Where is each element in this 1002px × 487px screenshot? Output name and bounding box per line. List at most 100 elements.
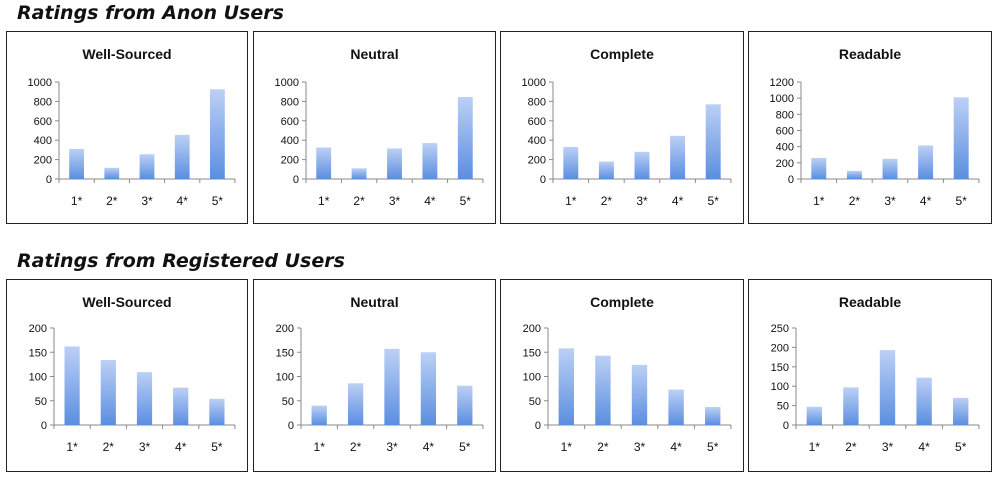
anon-well-sourced-x-tick-label: 1* bbox=[71, 194, 83, 208]
anon-complete-bar-3 bbox=[634, 151, 650, 179]
bar-chart-registered-readable: Readable 0 50 100 150 200 250 1* 2* 3* 4* 5* bbox=[771, 294, 980, 454]
registered-well-sourced-x-tick-label: 2* bbox=[103, 440, 115, 454]
anon-well-sourced-bar-3 bbox=[139, 154, 155, 179]
anon-complete-x-tick-label: 2* bbox=[601, 194, 613, 208]
anon-neutral-bar-4 bbox=[422, 143, 438, 179]
chart-panel-registered-complete: Complete 0 50 100 150 200 1* 2* 3* 4* 5* bbox=[500, 279, 744, 472]
anon-well-sourced-bar-1 bbox=[69, 148, 84, 179]
anon-well-sourced-y-tick-label: 0 bbox=[46, 174, 52, 186]
anon-readable-x-tick-label: 5* bbox=[956, 194, 968, 208]
registered-readable-y-tick-label: 250 bbox=[771, 323, 789, 335]
anon-readable-bar-2 bbox=[846, 170, 862, 179]
registered-complete-y-tick-label: 150 bbox=[523, 347, 541, 359]
anon-neutral-y-tick-label: 200 bbox=[281, 155, 299, 167]
registered-readable-bar-5 bbox=[953, 397, 969, 425]
anon-complete-y-tick-label: 200 bbox=[528, 155, 546, 167]
chart-panel-registered-well-sourced: Well-Sourced 0 50 100 150 200 1* 2* 3* 4* 5* bbox=[6, 279, 248, 472]
bar-chart-anon-readable: Readable 0 200 400 600 800 1000 1200 1* 2* 3* 4* 5* bbox=[770, 46, 980, 208]
anon-well-sourced-y-tick-label: 600 bbox=[34, 116, 52, 128]
registered-readable-x-tick-label: 5* bbox=[955, 440, 967, 454]
registered-neutral-x-tick-label: 5* bbox=[459, 440, 471, 454]
anon-well-sourced-bar-4 bbox=[174, 134, 190, 179]
anon-neutral-y-tick-label: 0 bbox=[293, 174, 299, 186]
anon-complete-bar-4 bbox=[670, 135, 686, 179]
registered-neutral-y-tick-label: 200 bbox=[276, 323, 294, 335]
anon-neutral-x-tick-label: 5* bbox=[460, 194, 472, 208]
anon-readable-y-tick-label: 1000 bbox=[770, 93, 794, 105]
registered-complete-y-tick-label: 200 bbox=[523, 323, 541, 335]
registered-complete-y-tick-label: 50 bbox=[529, 396, 541, 408]
registered-well-sourced-x-tick-label: 5* bbox=[211, 440, 223, 454]
registered-neutral-y-tick-label: 50 bbox=[282, 396, 294, 408]
registered-neutral-bar-2 bbox=[347, 383, 364, 425]
anon-complete-x-tick-label: 5* bbox=[708, 194, 720, 208]
registered-well-sourced-bar-4 bbox=[173, 387, 189, 425]
anon-neutral-bar-5 bbox=[457, 97, 473, 179]
registered-readable-bar-4 bbox=[916, 377, 932, 425]
anon-readable-bar-1 bbox=[811, 157, 827, 179]
registered-complete-bar-1 bbox=[558, 348, 574, 425]
anon-readable-y-tick-label: 600 bbox=[776, 126, 794, 138]
registered-complete-bar-4 bbox=[668, 389, 684, 425]
anon-readable-x-tick-label: 2* bbox=[849, 194, 861, 208]
registered-neutral-bar-5 bbox=[457, 385, 473, 425]
registered-complete-bar-5 bbox=[705, 407, 721, 425]
registered-neutral-y-tick-label: 150 bbox=[276, 347, 294, 359]
registered-complete-x-tick-label: 2* bbox=[597, 440, 609, 454]
registered-complete-y-tick-label: 0 bbox=[535, 420, 541, 432]
anon-well-sourced-x-tick-label: 5* bbox=[212, 194, 224, 208]
anon-complete-bar-5 bbox=[705, 104, 721, 179]
anon-neutral-x-tick-label: 4* bbox=[424, 194, 436, 208]
anon-readable-y-tick-label: 0 bbox=[788, 174, 794, 186]
registered-well-sourced-bar-5 bbox=[209, 398, 225, 425]
registered-well-sourced-bar-2 bbox=[100, 360, 116, 425]
anon-well-sourced-y-tick-label: 200 bbox=[34, 155, 52, 167]
registered-readable-bar-2 bbox=[843, 387, 859, 425]
registered-well-sourced-y-tick-label: 200 bbox=[29, 323, 47, 335]
anon-readable-x-tick-label: 1* bbox=[813, 194, 825, 208]
anon-well-sourced-bar-2 bbox=[104, 167, 120, 179]
chart-panel-anon-complete: Complete 0 200 400 600 800 1000 1* 2* 3* 4* 5* bbox=[500, 31, 744, 224]
bar-chart-anon-complete: Complete 0 200 400 600 800 1000 1* 2* 3* 4* 5* bbox=[522, 46, 732, 208]
anon-readable-bar-4 bbox=[918, 145, 934, 179]
anon-neutral-bar-1 bbox=[316, 147, 332, 179]
anon-neutral-bar-3 bbox=[387, 148, 402, 179]
anon-neutral-chart-title: Neutral bbox=[350, 46, 398, 62]
anon-complete-y-tick-label: 800 bbox=[528, 96, 546, 108]
registered-readable-bar-1 bbox=[806, 406, 822, 425]
registered-complete-bar-3 bbox=[631, 364, 648, 425]
registered-neutral-y-tick-label: 0 bbox=[288, 420, 294, 432]
registered-well-sourced-x-tick-label: 3* bbox=[139, 440, 151, 454]
anon-complete-chart-title: Complete bbox=[590, 46, 654, 62]
anon-readable-y-tick-label: 800 bbox=[776, 109, 794, 121]
registered-neutral-bar-1 bbox=[311, 405, 327, 425]
anon-complete-bar-2 bbox=[598, 161, 614, 179]
anon-neutral-x-tick-label: 2* bbox=[353, 194, 365, 208]
anon-well-sourced-chart-title: Well-Sourced bbox=[82, 46, 171, 62]
registered-complete-chart-title: Complete bbox=[590, 294, 654, 310]
anon-readable-x-tick-label: 4* bbox=[920, 194, 932, 208]
anon-neutral-x-tick-label: 3* bbox=[389, 194, 401, 208]
registered-neutral-bar-4 bbox=[420, 352, 437, 425]
anon-well-sourced-y-tick-label: 400 bbox=[34, 135, 52, 147]
anon-complete-x-tick-label: 3* bbox=[636, 194, 648, 208]
anon-well-sourced-x-tick-label: 2* bbox=[106, 194, 118, 208]
registered-well-sourced-y-tick-label: 150 bbox=[29, 347, 47, 359]
anon-readable-bar-3 bbox=[882, 158, 898, 179]
anon-well-sourced-bar-5 bbox=[210, 89, 225, 179]
registered-well-sourced-y-tick-label: 50 bbox=[35, 396, 47, 408]
anon-well-sourced-y-tick-label: 800 bbox=[34, 96, 52, 108]
chart-panel-registered-readable: Readable 0 50 100 150 200 250 1* 2* 3* 4* 5* bbox=[748, 279, 992, 472]
registered-well-sourced-x-tick-label: 1* bbox=[66, 440, 78, 454]
registered-readable-x-tick-label: 1* bbox=[809, 440, 821, 454]
registered-readable-y-tick-label: 100 bbox=[771, 381, 789, 393]
anon-neutral-bar-2 bbox=[351, 168, 367, 179]
section-title-registered: Ratings from Registered Users bbox=[17, 250, 345, 272]
registered-well-sourced-y-tick-label: 100 bbox=[29, 372, 47, 384]
registered-readable-bar-3 bbox=[879, 350, 896, 425]
registered-readable-x-tick-label: 4* bbox=[918, 440, 930, 454]
registered-well-sourced-bar-1 bbox=[64, 346, 80, 425]
anon-readable-chart-title: Readable bbox=[839, 46, 901, 62]
registered-complete-x-tick-label: 5* bbox=[707, 440, 719, 454]
registered-well-sourced-x-tick-label: 4* bbox=[175, 440, 187, 454]
